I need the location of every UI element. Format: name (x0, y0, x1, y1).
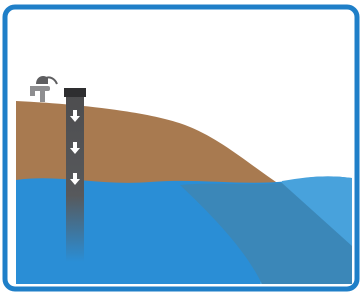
pipe-cap (64, 88, 86, 97)
page (0, 0, 362, 294)
well-illustration (0, 0, 362, 294)
faucet-nozzle (30, 86, 35, 96)
